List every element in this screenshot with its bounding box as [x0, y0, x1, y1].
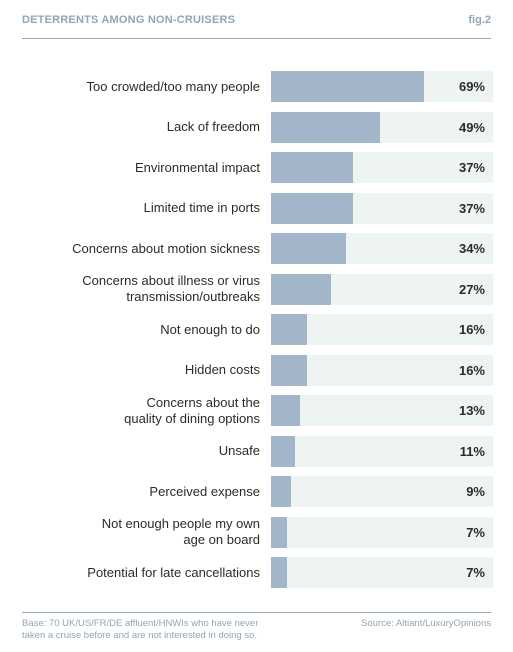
bar [271, 314, 307, 345]
chart-row: Too crowded/too many people 69% [0, 71, 513, 102]
value-label: 27% [458, 281, 485, 297]
category-label-line: quality of dining options [124, 410, 260, 426]
chart-row: Lack of freedom 49% [0, 111, 513, 143]
category-label: Too crowded/too many people [22, 71, 260, 102]
chart-title: DETERRENTS AMONG NON-CRUISERS [22, 14, 236, 26]
category-label-line: Hidden costs [184, 362, 260, 377]
category-label: Concerns about illness or virus transmiss… [22, 273, 260, 305]
category-label: Environmental impact [22, 152, 260, 183]
chart-row: Concerns about motion sickness 34% [0, 233, 513, 264]
value-label: 37% [458, 160, 485, 175]
bar [271, 395, 300, 426]
base-note-line: taken a cruise before and are not intere… [22, 630, 258, 641]
category-label-line: Concerns about the [146, 394, 260, 410]
chart-row: Concerns about illness or virus transmiss… [0, 273, 513, 305]
bar [271, 192, 354, 224]
value-label: 69% [458, 79, 485, 94]
chart-row: Concerns about the quality of dining opti… [0, 395, 513, 426]
bar-track [271, 516, 493, 548]
value-label: 37% [458, 200, 485, 216]
category-label: Lack of freedom [22, 112, 260, 143]
category-label: Potential for late cancellations [22, 557, 260, 588]
chart-row: Not enough to do 16% [0, 314, 513, 345]
bar-track [271, 476, 493, 507]
category-label-line: Concerns about illness or virus [82, 273, 260, 288]
value-label: 49% [458, 119, 485, 135]
bar [271, 273, 331, 305]
category-label: Not enough to do [22, 314, 260, 345]
category-label-line: Lack of freedom [166, 119, 260, 134]
category-label-line: Potential for late cancellations [87, 564, 260, 580]
category-label-line: Not enough people my own [101, 516, 260, 531]
category-label-line: Environmental impact [135, 159, 260, 175]
value-label: 16% [458, 362, 485, 378]
value-label: 9% [466, 484, 485, 499]
bar [271, 354, 307, 386]
category-label: Not enough people my own age on board [22, 516, 260, 548]
bar [271, 152, 354, 183]
value-label: 16% [458, 322, 485, 337]
chart-row: Limited time in ports 37% [0, 192, 513, 224]
category-label-line: age on board [183, 532, 260, 547]
figure-number: fig.2 [468, 14, 491, 26]
chart-row: Unsafe 11% [0, 435, 513, 467]
bar-track [271, 314, 493, 345]
bar-track [271, 395, 493, 426]
value-label: 34% [458, 241, 485, 256]
category-label: Concerns about the quality of dining opti… [22, 395, 260, 426]
value-label: 11% [459, 443, 485, 459]
category-label: Perceived expense [22, 476, 260, 507]
category-label-line: Unsafe [218, 443, 260, 458]
bar [271, 111, 380, 143]
value-label: 7% [466, 524, 485, 540]
bar [271, 557, 287, 588]
base-note-line: Base: 70 UK/US/FR/DE affluent/HNWIs who … [22, 618, 259, 629]
category-label-line: Perceived expense [149, 483, 260, 499]
chart-footer: Base: 70 UK/US/FR/DE affluent/HNWIs who … [22, 612, 491, 641]
bar-track [271, 354, 493, 386]
category-label: Limited time in ports [22, 193, 260, 224]
value-label: 7% [466, 565, 485, 580]
bar [271, 516, 287, 548]
category-label-line: Concerns about motion sickness [72, 240, 260, 256]
category-label-line: Limited time in ports [143, 200, 260, 215]
bar [271, 435, 296, 467]
bar-track [271, 557, 493, 588]
bar-chart: Too crowded/too many people 69% Lack of fr… [0, 71, 513, 588]
category-label: Concerns about motion sickness [22, 233, 260, 264]
value-label: 13% [458, 403, 485, 418]
category-label-line: transmission/outbreaks [126, 289, 260, 304]
bar [271, 476, 291, 507]
bar-track [271, 435, 493, 467]
category-label-line: Too crowded/too many people [86, 78, 260, 94]
bar [271, 71, 425, 102]
base-note: Base: 70 UK/US/FR/DE affluent/HNWIs who … [22, 618, 322, 642]
chart-header: DETERRENTS AMONG NON-CRUISERS fig.2 [22, 12, 491, 39]
bar [271, 233, 347, 264]
source-note: Source: Altiant/LuxuryOpinions [361, 618, 491, 629]
category-label-line: Not enough to do [160, 321, 260, 337]
chart-row: Not enough people my own age on board 7% [0, 516, 513, 548]
category-label: Hidden costs [22, 355, 260, 386]
chart-row: Perceived expense 9% [0, 476, 513, 507]
chart-row: Environmental impact 37% [0, 152, 513, 183]
chart-row: Hidden costs 16% [0, 354, 513, 386]
category-label: Unsafe [22, 436, 260, 467]
chart-row: Potential for late cancellations 7% [0, 557, 513, 588]
